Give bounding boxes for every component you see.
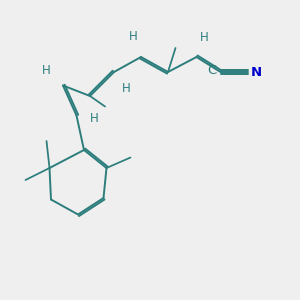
Text: H: H (200, 31, 208, 44)
Text: H: H (90, 112, 99, 125)
Text: C: C (208, 64, 217, 77)
Text: H: H (122, 82, 130, 95)
Text: N: N (251, 65, 262, 79)
Text: H: H (129, 30, 138, 43)
Text: H: H (42, 64, 51, 77)
